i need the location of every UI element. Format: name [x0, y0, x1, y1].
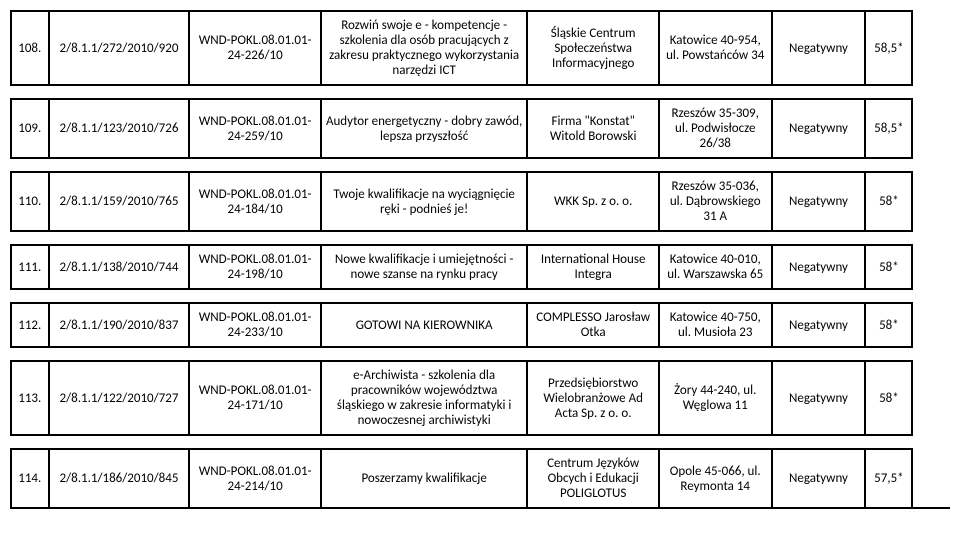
applicant: International House Integra: [527, 245, 658, 289]
score: 58,5*: [865, 11, 912, 85]
project-id: 2/8.1.1/190/2010/837: [49, 303, 190, 347]
address: Katowice 40-010, ul. Warszawska 65: [659, 245, 772, 289]
row-number: 114.: [11, 449, 49, 508]
row-number: 108.: [11, 11, 49, 85]
row-separator: [11, 231, 950, 245]
row-separator: [11, 289, 950, 303]
project-id: 2/8.1.1/186/2010/845: [49, 449, 190, 508]
score: 58,5*: [865, 99, 912, 158]
table-row: 113.2/8.1.1/122/2010/727WND-POKL.08.01.0…: [11, 361, 950, 435]
address: Katowice 40-750, ul. Musioła 23: [659, 303, 772, 347]
project-id: 2/8.1.1/122/2010/727: [49, 361, 190, 435]
wnd-code: WND-POKL.08.01.01-24-214/10: [189, 449, 320, 508]
address: Katowice 40-954, ul. Powstańców 34: [659, 11, 772, 85]
address: Rzeszów 35-036, ul. Dąbrowskiego 31 A: [659, 172, 772, 231]
score: 58*: [865, 303, 912, 347]
row-number: 111.: [11, 245, 49, 289]
data-table: 108.2/8.1.1/272/2010/920WND-POKL.08.01.0…: [10, 10, 950, 509]
wnd-code: WND-POKL.08.01.01-24-233/10: [189, 303, 320, 347]
result: Negatywny: [772, 245, 866, 289]
row-separator: [11, 435, 950, 449]
score: 58*: [865, 361, 912, 435]
applicant: Firma "Konstat" Witold Borowski: [527, 99, 658, 158]
table-row: 112.2/8.1.1/190/2010/837WND-POKL.08.01.0…: [11, 303, 950, 347]
wnd-code: WND-POKL.08.01.01-24-184/10: [189, 172, 320, 231]
project-title: Poszerzamy kwalifikacje: [321, 449, 528, 508]
project-title: Twoje kwalifikacje na wyciągnięcie ręki …: [321, 172, 528, 231]
table-row: 110.2/8.1.1/159/2010/765WND-POKL.08.01.0…: [11, 172, 950, 231]
applicant: WKK Sp. z o. o.: [527, 172, 658, 231]
address: Opole 45-066, ul. Reymonta 14: [659, 449, 772, 508]
row-separator: [11, 85, 950, 99]
result: Negatywny: [772, 303, 866, 347]
project-title: e-Archiwista - szkolenia dla pracowników…: [321, 361, 528, 435]
applicant: Centrum Języków Obcych i Edukacji POLIGL…: [527, 449, 658, 508]
address: Rzeszów 35-309, ul. Podwisłocze 26/38: [659, 99, 772, 158]
result: Negatywny: [772, 449, 866, 508]
row-number: 110.: [11, 172, 49, 231]
result: Negatywny: [772, 11, 866, 85]
row-number: 113.: [11, 361, 49, 435]
table-row: 108.2/8.1.1/272/2010/920WND-POKL.08.01.0…: [11, 11, 950, 85]
applicant: Śląskie Centrum Społeczeństwa Informacyj…: [527, 11, 658, 85]
row-number: 112.: [11, 303, 49, 347]
result: Negatywny: [772, 172, 866, 231]
wnd-code: WND-POKL.08.01.01-24-259/10: [189, 99, 320, 158]
result: Negatywny: [772, 361, 866, 435]
project-id: 2/8.1.1/138/2010/744: [49, 245, 190, 289]
project-title: Nowe kwalifikacje i umiejętności - nowe …: [321, 245, 528, 289]
table-row: 109.2/8.1.1/123/2010/726WND-POKL.08.01.0…: [11, 99, 950, 158]
table-row: 114.2/8.1.1/186/2010/845WND-POKL.08.01.0…: [11, 449, 950, 508]
row-number: 109.: [11, 99, 49, 158]
score: 58*: [865, 172, 912, 231]
project-title: GOTOWI NA KIEROWNIKA: [321, 303, 528, 347]
applicant: Przedsiębiorstwo Wielobranżowe Ad Acta S…: [527, 361, 658, 435]
score: 58*: [865, 245, 912, 289]
score: 57,5*: [865, 449, 912, 508]
project-title: Audytor energetyczny - dobry zawód, leps…: [321, 99, 528, 158]
result: Negatywny: [772, 99, 866, 158]
applicant: COMPLESSO Jarosław Otka: [527, 303, 658, 347]
project-id: 2/8.1.1/123/2010/726: [49, 99, 190, 158]
project-title: Rozwiń swoje e - kompetencje - szkolenia…: [321, 11, 528, 85]
project-id: 2/8.1.1/272/2010/920: [49, 11, 190, 85]
row-separator: [11, 158, 950, 172]
wnd-code: WND-POKL.08.01.01-24-226/10: [189, 11, 320, 85]
address: Żory 44-240, ul. Węglowa 11: [659, 361, 772, 435]
project-id: 2/8.1.1/159/2010/765: [49, 172, 190, 231]
wnd-code: WND-POKL.08.01.01-24-198/10: [189, 245, 320, 289]
table-row: 111.2/8.1.1/138/2010/744WND-POKL.08.01.0…: [11, 245, 950, 289]
wnd-code: WND-POKL.08.01.01-24-171/10: [189, 361, 320, 435]
row-separator: [11, 347, 950, 361]
